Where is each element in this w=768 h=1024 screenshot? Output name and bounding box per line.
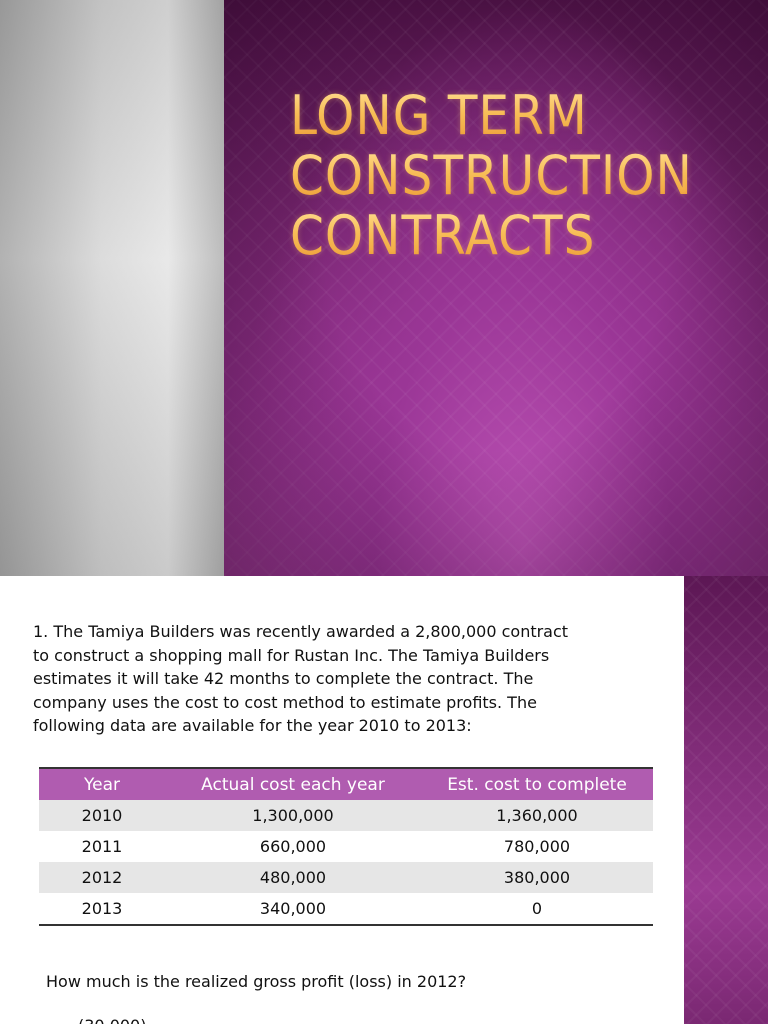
title-line-3: CONTRACTS bbox=[290, 206, 693, 266]
paragraph-line-1: 1. The Tamiya Builders was recently awar… bbox=[33, 622, 569, 641]
cell-est-cost: 0 bbox=[531, 899, 543, 918]
cell-actual-cost: 480,000 bbox=[259, 868, 327, 887]
cell-year: 2012 bbox=[81, 868, 123, 887]
cell-year: 2011 bbox=[81, 837, 123, 856]
cost-data-table: Year Actual cost each year Est. cost to … bbox=[39, 767, 653, 926]
purple-side-strip bbox=[684, 576, 768, 1024]
table-header-row: Year Actual cost each year Est. cost to … bbox=[39, 768, 653, 800]
title-slide: LONG TERM CONSTRUCTION CONTRACTS bbox=[0, 0, 768, 576]
cell-est-cost: 380,000 bbox=[503, 868, 571, 887]
cell-year: 2010 bbox=[81, 806, 123, 825]
purple-background-panel bbox=[224, 0, 768, 576]
paragraph-line-3: estimates it will take 42 months to comp… bbox=[33, 669, 534, 688]
cell-est-cost: 780,000 bbox=[503, 837, 571, 856]
table-row: 2011 660,000 780,000 bbox=[39, 831, 653, 862]
title-line-1: LONG TERM bbox=[290, 86, 693, 146]
answer-text: (30,000) bbox=[78, 1016, 146, 1024]
header-est-cost: Est. cost to complete bbox=[447, 774, 627, 795]
cell-est-cost: 1,360,000 bbox=[496, 806, 578, 825]
paragraph-line-4: company uses the cost to cost method to … bbox=[33, 692, 537, 712]
cell-year: 2013 bbox=[81, 899, 123, 918]
header-year: Year bbox=[84, 774, 120, 795]
table-row: 2010 1,300,000 1,360,000 bbox=[39, 800, 653, 831]
paragraph-line-2: to construct a shopping mall for Rustan … bbox=[33, 645, 550, 665]
question-text: How much is the realized gross profit (l… bbox=[46, 972, 467, 991]
cell-actual-cost: 660,000 bbox=[259, 837, 327, 856]
paragraph-line-5: following data are available for the yea… bbox=[33, 716, 472, 735]
problem-paragraph: 1. The Tamiya Builders was recently awar… bbox=[33, 620, 633, 738]
header-actual-cost: Actual cost each year bbox=[201, 774, 385, 795]
table-row: 2012 480,000 380,000 bbox=[39, 862, 653, 893]
gray-side-panel bbox=[0, 0, 224, 576]
cell-actual-cost: 1,300,000 bbox=[252, 806, 334, 825]
cell-actual-cost: 340,000 bbox=[259, 899, 327, 918]
table-row: 2013 340,000 0 bbox=[39, 893, 653, 925]
problem-slide: 1. The Tamiya Builders was recently awar… bbox=[0, 576, 768, 1024]
title-line-2: CONSTRUCTION bbox=[290, 144, 693, 207]
slide-title: LONG TERM CONSTRUCTION CONTRACTS bbox=[290, 86, 693, 266]
